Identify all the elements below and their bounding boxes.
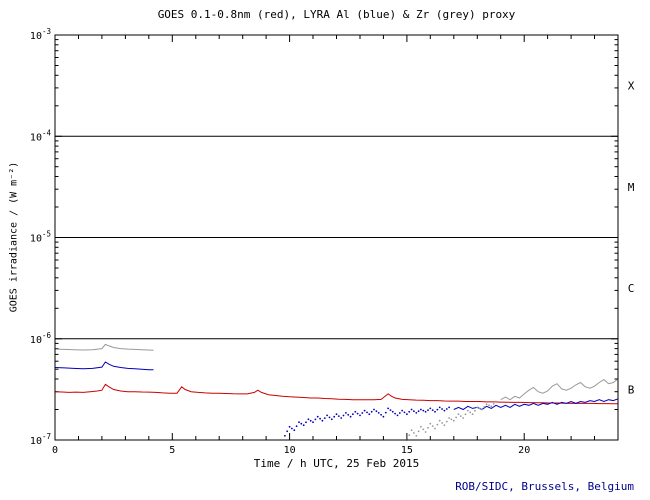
svg-text:15: 15	[401, 445, 413, 456]
chart-title: GOES 0.1-0.8nm (red), LYRA Al (blue) & Z…	[157, 8, 516, 21]
svg-text:0: 0	[52, 445, 58, 456]
svg-text:5: 5	[169, 445, 175, 456]
svg-text:C: C	[628, 282, 635, 295]
svg-text:20: 20	[518, 445, 530, 456]
svg-text:M: M	[628, 181, 635, 194]
svg-text:10-4: 10-4	[30, 128, 52, 143]
svg-text:10-7: 10-7	[30, 432, 51, 447]
svg-text:10-3: 10-3	[30, 27, 51, 42]
svg-text:10-5: 10-5	[30, 230, 51, 245]
svg-text:B: B	[628, 383, 635, 396]
svg-text:10-6: 10-6	[30, 331, 52, 346]
svg-text:X: X	[628, 80, 635, 93]
y-axis-label: GOES irradiance / (W m⁻²)	[8, 161, 20, 313]
x-axis-label: Time / h UTC, 25 Feb 2015	[253, 457, 420, 470]
credit-text: ROB/SIDC, Brussels, Belgium	[455, 480, 634, 493]
svg-text:10: 10	[284, 445, 296, 456]
